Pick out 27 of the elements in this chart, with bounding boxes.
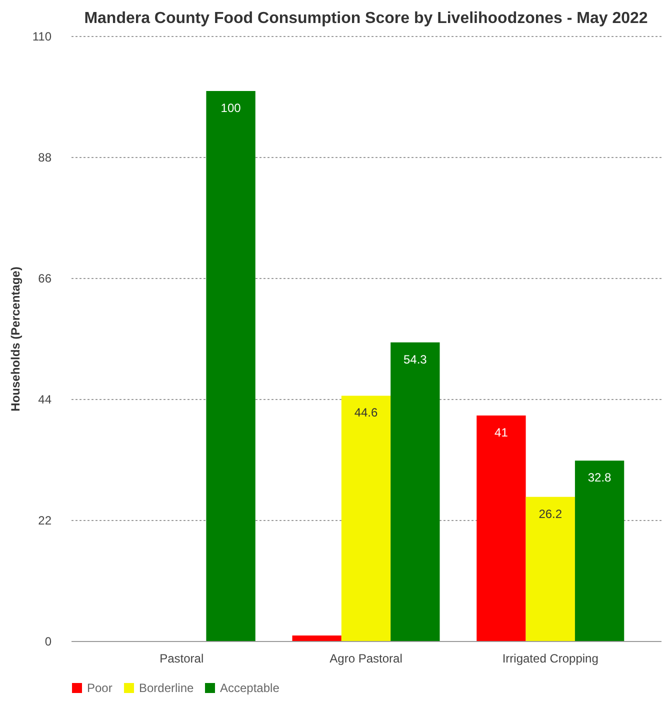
y-axis-title: Households (Percentage) — [8, 266, 22, 412]
data-label: 26.2 — [538, 506, 562, 521]
bar — [476, 416, 526, 641]
data-label: 44.6 — [354, 406, 378, 420]
y-tick-label: 0 — [44, 634, 52, 648]
y-tick-label: 110 — [32, 30, 52, 44]
chart-title: Mandera County Food Consumption Score by Livelihoodzones - May 2022 — [84, 10, 648, 27]
legend-label: Poor — [87, 681, 112, 695]
data-label: 32.8 — [588, 470, 612, 485]
data-label: 100 — [220, 101, 242, 115]
x-tick-label: Pastoral — [160, 652, 204, 666]
legend-label: Acceptable — [220, 681, 280, 695]
y-tick-label: 44 — [38, 392, 52, 406]
y-tick-label: 22 — [38, 514, 52, 528]
bar — [206, 91, 256, 641]
y-tick-label: 88 — [38, 150, 52, 164]
legend-label: Borderline — [139, 681, 194, 695]
data-label: 54.3 — [403, 352, 428, 366]
y-tick-label: 66 — [38, 272, 52, 286]
x-tick-label: Irrigated Cropping — [502, 652, 598, 666]
bar — [390, 342, 440, 641]
bar — [341, 396, 391, 641]
bar — [292, 636, 342, 641]
x-tick-label: Agro Pastoral — [330, 652, 402, 666]
bar — [574, 460, 624, 641]
bar — [526, 496, 575, 641]
data-label: 41 — [494, 426, 508, 440]
